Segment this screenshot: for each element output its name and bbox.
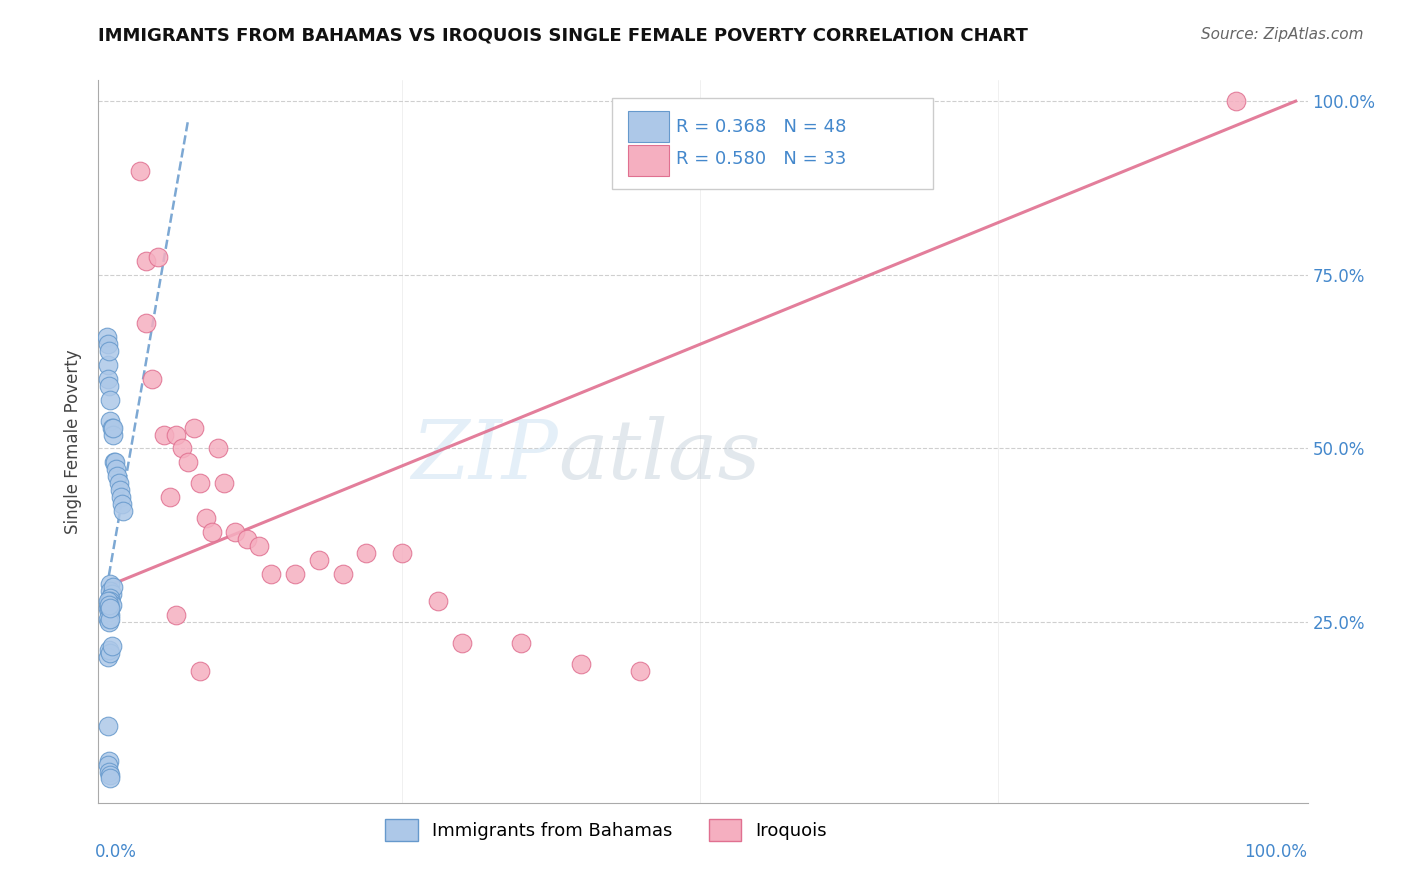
Point	[165, 608, 187, 623]
Point	[112, 504, 135, 518]
Point	[98, 608, 121, 623]
Point	[426, 594, 449, 608]
Point	[98, 577, 121, 591]
Point	[159, 490, 181, 504]
Point	[98, 392, 121, 407]
Point	[1225, 94, 1247, 108]
Point	[212, 476, 235, 491]
Point	[510, 636, 533, 650]
Text: 100.0%: 100.0%	[1244, 843, 1308, 861]
Point	[194, 511, 217, 525]
Point	[630, 664, 652, 678]
Point	[98, 601, 121, 615]
FancyBboxPatch shape	[628, 112, 669, 142]
Point	[170, 442, 193, 456]
Text: atlas: atlas	[558, 416, 761, 496]
Point	[284, 566, 307, 581]
Point	[100, 420, 122, 434]
Point	[98, 379, 121, 393]
Point	[100, 598, 122, 612]
Text: 0.0%: 0.0%	[94, 843, 136, 861]
Point	[97, 337, 120, 351]
Text: R = 0.368   N = 48: R = 0.368 N = 48	[676, 118, 846, 136]
Point	[98, 612, 121, 626]
Legend: Immigrants from Bahamas, Iroquois: Immigrants from Bahamas, Iroquois	[378, 812, 835, 848]
Point	[98, 754, 121, 768]
Point	[98, 591, 121, 605]
Point	[100, 640, 122, 654]
Point	[97, 601, 120, 615]
Point	[97, 719, 120, 733]
Point	[356, 546, 378, 560]
FancyBboxPatch shape	[628, 145, 669, 176]
Point	[97, 612, 120, 626]
Point	[165, 427, 187, 442]
Point	[107, 476, 129, 491]
Point	[177, 455, 200, 469]
Point	[391, 546, 413, 560]
Point	[450, 636, 472, 650]
Point	[98, 344, 121, 359]
Point	[98, 615, 121, 630]
Point	[98, 598, 121, 612]
Point	[104, 455, 127, 469]
Point	[98, 414, 121, 428]
Point	[98, 594, 121, 608]
Point	[308, 552, 330, 566]
Point	[96, 330, 118, 344]
Point	[107, 469, 129, 483]
Point	[97, 649, 120, 664]
Point	[97, 372, 120, 386]
Point	[100, 587, 122, 601]
Point	[183, 420, 205, 434]
FancyBboxPatch shape	[613, 98, 932, 189]
Point	[332, 566, 354, 581]
Point	[135, 253, 157, 268]
Point	[97, 757, 120, 772]
Point	[188, 476, 211, 491]
Point	[98, 768, 121, 782]
Point	[111, 497, 134, 511]
Point	[97, 358, 120, 372]
Point	[224, 524, 246, 539]
Point	[108, 483, 131, 498]
Point	[129, 163, 152, 178]
Point	[135, 317, 157, 331]
Point	[98, 583, 121, 598]
Point	[260, 566, 283, 581]
Point	[103, 455, 125, 469]
Point	[141, 372, 163, 386]
Text: ZIP: ZIP	[411, 416, 558, 496]
Point	[98, 647, 121, 661]
Point	[236, 532, 259, 546]
Point	[98, 605, 121, 619]
Point	[101, 420, 124, 434]
Point	[146, 251, 169, 265]
Point	[98, 772, 121, 786]
Point	[101, 581, 124, 595]
Point	[207, 442, 229, 456]
Point	[97, 594, 120, 608]
Point	[98, 643, 121, 657]
Point	[98, 764, 121, 779]
Point	[200, 524, 222, 539]
Point	[153, 427, 176, 442]
Point	[98, 598, 121, 612]
Point	[188, 664, 211, 678]
Text: R = 0.580   N = 33: R = 0.580 N = 33	[676, 151, 846, 169]
Point	[101, 427, 124, 442]
Point	[110, 490, 132, 504]
Point	[247, 539, 270, 553]
Text: IMMIGRANTS FROM BAHAMAS VS IROQUOIS SINGLE FEMALE POVERTY CORRELATION CHART: IMMIGRANTS FROM BAHAMAS VS IROQUOIS SING…	[98, 27, 1028, 45]
Point	[569, 657, 592, 671]
Point	[98, 594, 121, 608]
Point	[105, 462, 128, 476]
Text: Source: ZipAtlas.com: Source: ZipAtlas.com	[1201, 27, 1364, 42]
Y-axis label: Single Female Poverty: Single Female Poverty	[65, 350, 83, 533]
